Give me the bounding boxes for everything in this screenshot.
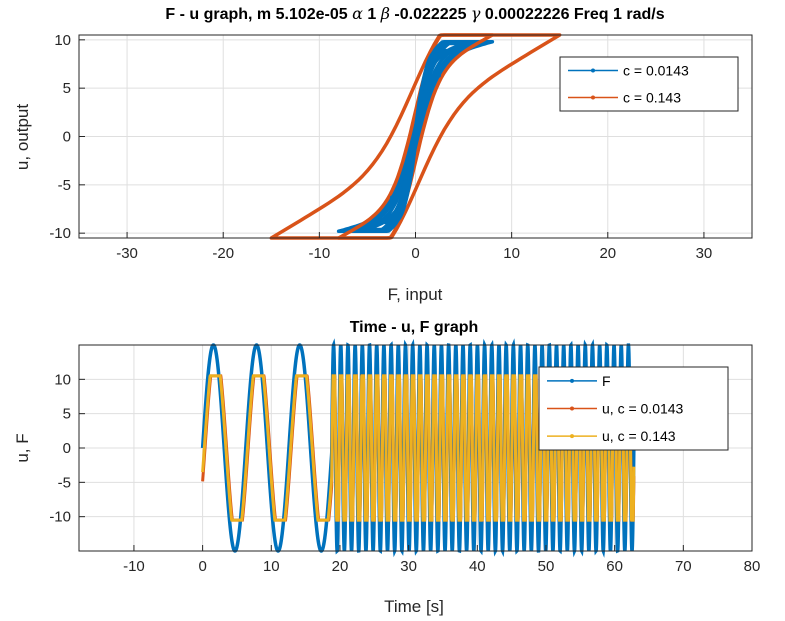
x-tick-label: 40: [469, 558, 486, 575]
legend-label: u, c = 0.143: [602, 428, 676, 444]
title-part-1: F - u graph, m 5.102e-05: [165, 6, 352, 23]
gamma-symbol: γ: [471, 4, 481, 23]
legend-label: c = 0.0143: [623, 63, 689, 79]
time-plot: Time - u, F graph -10 0 10 20 30 40 50 60 70 80-1…: [13, 319, 760, 616]
plot1-title: F - u graph, m 5.102e-05 α 1 β -0.022225…: [165, 4, 664, 23]
y-tick-label: 10: [54, 371, 71, 388]
plot1-xlabel: F, input: [388, 285, 443, 304]
legend-marker: [570, 434, 574, 439]
x-tick-label: 20: [599, 245, 616, 262]
legend-marker: [570, 378, 574, 383]
title-part-4: 0.00022226 Freq 1 rad/s: [480, 6, 664, 23]
legend-label: F: [602, 373, 611, 389]
alpha-symbol: α: [352, 4, 363, 23]
hysteresis-plot: F - u graph, m 5.102e-05 α 1 β -0.022225…: [13, 4, 753, 304]
x-tick-label: 10: [503, 245, 520, 262]
x-tick-label: 10: [263, 558, 280, 575]
x-tick-label: -30: [116, 245, 138, 262]
x-tick-label: 30: [696, 245, 713, 262]
x-tick-label: 50: [538, 558, 555, 575]
x-tick-label: 80: [744, 558, 761, 575]
title-part-2: 1: [363, 6, 381, 23]
series-inner-loop: [365, 42, 466, 231]
plot1-ylabel: u, output: [13, 104, 32, 170]
x-tick-label: -10: [123, 558, 145, 575]
title-part-3: -0.022225: [390, 6, 471, 23]
plot1-legend: c = 0.0143 c = 0.143: [559, 56, 739, 112]
y-tick-label: -10: [49, 225, 71, 242]
legend-marker: [591, 68, 595, 73]
x-tick-label: 20: [332, 558, 349, 575]
plot2-ticks: -10 0 10 20 30 40 50 60 70 80 -10 -5 0 5 10: [49, 371, 760, 575]
x-tick-label: 0: [411, 245, 419, 262]
plot2-ylabel: u, F: [13, 433, 32, 462]
x-tick-label: 70: [675, 558, 692, 575]
y-tick-label: 5: [63, 406, 71, 423]
x-tick-label: -10: [309, 245, 331, 262]
plot2-legend: Fu, c = 0.0143 u, c = 0.143: [538, 366, 729, 451]
beta-symbol: β: [380, 4, 390, 23]
y-tick-label: 10: [54, 32, 71, 49]
x-tick-label: 0: [198, 558, 206, 575]
y-tick-label: -5: [58, 177, 71, 194]
plot2-title: Time - u, F graph: [350, 319, 479, 336]
legend-label: u, c = 0.0143: [602, 401, 684, 417]
plot1-ticks: -30 -20 -10 0 10 20 30 -10 -5 0 5 10: [49, 32, 712, 262]
legend-marker: [591, 95, 595, 100]
legend-label: c = 0.143: [623, 90, 681, 106]
x-tick-label: 30: [400, 558, 417, 575]
series-u-c143: [201, 374, 636, 522]
legend-marker: [570, 406, 574, 411]
x-tick-label: 60: [606, 558, 623, 575]
y-tick-label: 5: [63, 80, 71, 97]
plot2-xlabel: Time [s]: [384, 597, 444, 616]
legend-box: [559, 56, 739, 112]
y-tick-label: -10: [49, 509, 71, 526]
y-tick-label: -5: [58, 474, 71, 491]
y-tick-label: 0: [63, 129, 71, 146]
x-tick-label: -20: [212, 245, 234, 262]
y-tick-label: 0: [63, 440, 71, 457]
